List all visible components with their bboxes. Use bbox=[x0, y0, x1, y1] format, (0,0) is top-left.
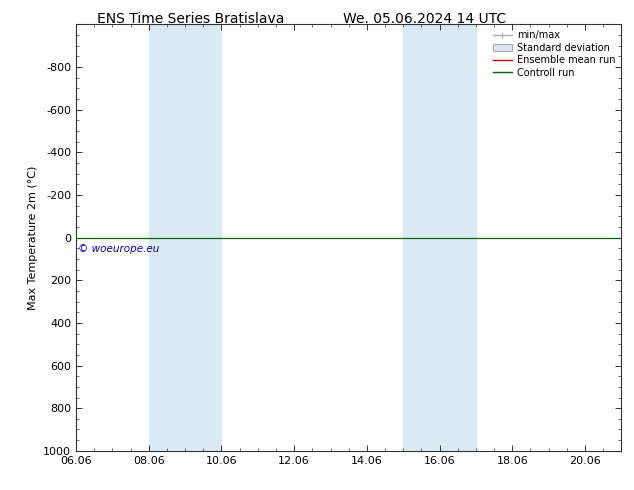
Text: ENS Time Series Bratislava: ENS Time Series Bratislava bbox=[96, 12, 284, 26]
Y-axis label: Max Temperature 2m (°C): Max Temperature 2m (°C) bbox=[28, 166, 37, 310]
Legend: min/max, Standard deviation, Ensemble mean run, Controll run: min/max, Standard deviation, Ensemble me… bbox=[489, 26, 619, 81]
Bar bbox=[403, 24, 476, 451]
Text: We. 05.06.2024 14 UTC: We. 05.06.2024 14 UTC bbox=[343, 12, 507, 26]
Text: © woeurope.eu: © woeurope.eu bbox=[78, 244, 159, 254]
Bar bbox=[149, 24, 221, 451]
